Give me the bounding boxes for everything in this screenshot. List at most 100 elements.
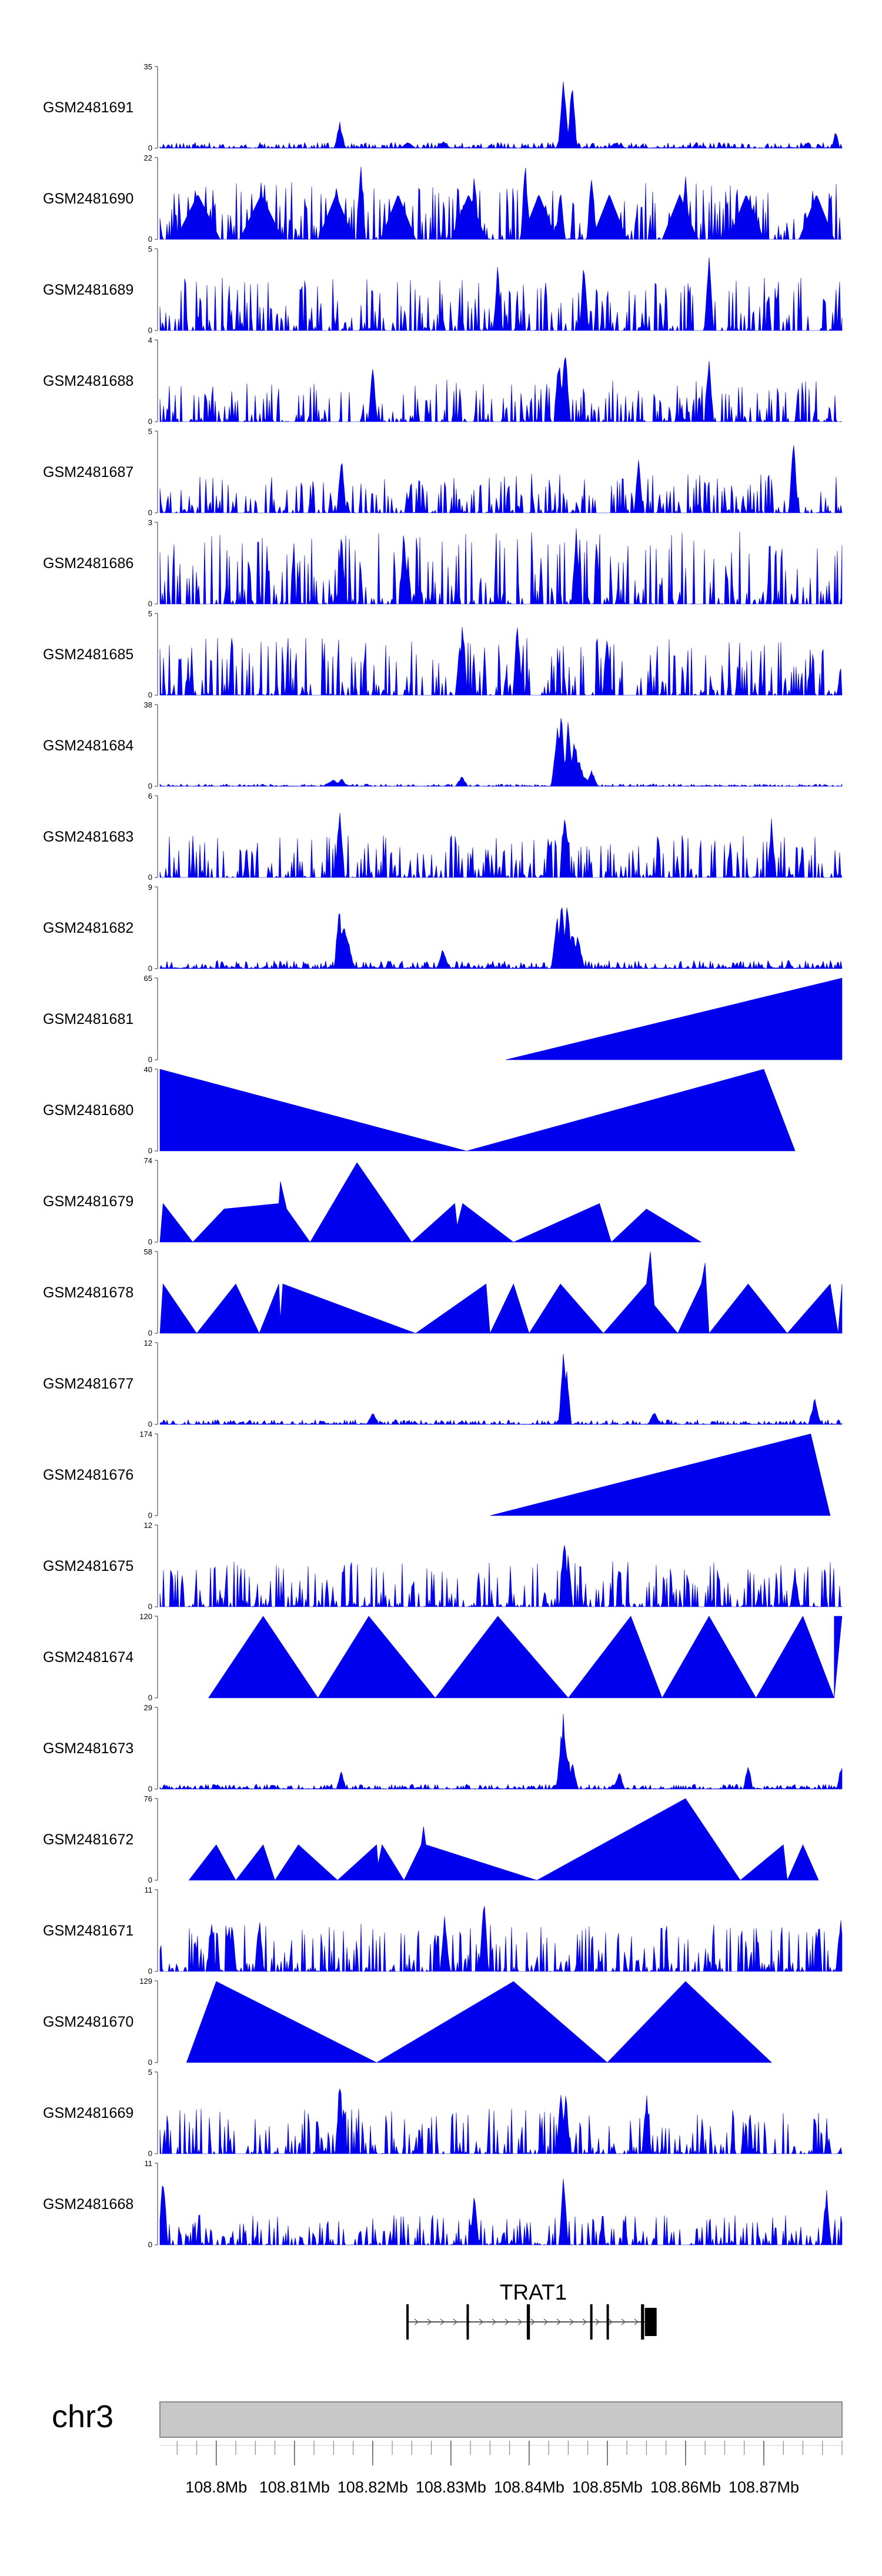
track-GSM2481682: GSM2481682 9 0	[43, 883, 843, 973]
track-label: GSM2481672	[43, 1831, 133, 1848]
exon-block	[406, 2304, 409, 2340]
exon-block	[590, 2304, 593, 2340]
y-min-label: 0	[148, 964, 152, 973]
y-min-label: 0	[148, 1602, 152, 1611]
strand-arrow	[440, 2318, 445, 2325]
y-max-label: 4	[148, 336, 152, 345]
strand-arrow	[595, 2318, 600, 2325]
coverage-signal	[159, 907, 843, 970]
y-min-label: 0	[148, 690, 152, 699]
track-label: GSM2481680	[43, 1102, 133, 1119]
gene-model-trat1: TRAT1	[406, 2280, 657, 2340]
y-min-label: 0	[148, 144, 152, 152]
track-label: GSM2481673	[43, 1740, 133, 1757]
y-max-label: 76	[144, 1794, 152, 1803]
coverage-signal	[505, 977, 843, 1060]
gene-structure	[406, 2304, 657, 2340]
track-GSM2481690: GSM2481690 22 0	[43, 154, 842, 243]
track-GSM2481677: GSM2481677 12 0	[43, 1339, 843, 1429]
strand-arrow	[479, 2318, 484, 2325]
strand-arrow	[634, 2318, 639, 2325]
y-min-label: 0	[148, 873, 152, 882]
track-label: GSM2481671	[43, 1923, 133, 1939]
coverage-signal	[159, 445, 843, 514]
track-GSM2481685: GSM2481685 5 0	[43, 609, 843, 699]
track-GSM2481672: GSM2481672 76 0	[43, 1794, 819, 1884]
coverage-signal	[159, 1354, 843, 1425]
coverage-signal	[159, 356, 843, 423]
chromosome-label: chr3	[52, 2399, 113, 2434]
strand-arrow	[517, 2318, 523, 2325]
track-label: GSM2481676	[43, 1467, 133, 1483]
y-min-label: 0	[148, 417, 152, 426]
y-max-label: 11	[145, 1886, 153, 1894]
coverage-signal	[159, 2178, 843, 2246]
strand-arrow	[608, 2318, 613, 2325]
y-max-label: 3	[148, 518, 152, 527]
track-GSM2481687: GSM2481687 5 0	[43, 427, 843, 517]
track-GSM2481683: GSM2481683 6 0	[43, 792, 843, 882]
track-label: GSM2481683	[43, 829, 133, 845]
track-GSM2481674: GSM2481674 120 0	[43, 1612, 843, 1702]
y-max-label: 35	[144, 62, 152, 71]
axis-tick-label: 108.81Mb	[259, 2478, 330, 2496]
y-max-label: 58	[144, 1247, 152, 1256]
coverage-signal	[159, 528, 843, 605]
track-GSM2481671: GSM2481671 11 0	[43, 1886, 843, 1976]
exon-block	[644, 2308, 657, 2336]
axis-tick-label: 108.86Mb	[650, 2478, 721, 2496]
y-max-label: 5	[148, 427, 152, 436]
track-label: GSM2481670	[43, 2014, 133, 2030]
y-max-label: 129	[139, 1977, 152, 1986]
track-label: GSM2481681	[43, 1011, 133, 1027]
strand-arrow	[569, 2318, 574, 2325]
y-max-label: 9	[148, 883, 152, 892]
strand-arrow	[505, 2318, 510, 2325]
strand-arrow	[453, 2318, 458, 2325]
track-label: GSM2481668	[43, 2196, 133, 2213]
strand-arrow	[492, 2318, 497, 2325]
coverage-signal	[188, 1798, 819, 1881]
exon-block	[466, 2304, 469, 2340]
track-GSM2481675: GSM2481675 12 0	[43, 1521, 843, 1611]
chromosome-axis: chr3 108.8Mb 108.81Mb 108.82Mb 108.83Mb 108.…	[52, 2399, 843, 2496]
coverage-signal	[159, 2088, 843, 2155]
track-GSM2481670: GSM2481670 129 0	[43, 1977, 773, 2067]
coverage-signal	[186, 1981, 773, 2063]
strand-arrow	[427, 2318, 432, 2325]
y-min-label: 0	[148, 508, 152, 517]
y-max-label: 11	[145, 2159, 153, 2168]
exon-block	[641, 2304, 644, 2340]
y-max-label: 12	[144, 1339, 152, 1347]
y-min-label: 0	[148, 1237, 152, 1246]
strand-arrow	[530, 2318, 536, 2325]
coverage-signal	[159, 813, 843, 879]
track-GSM2481673: GSM2481673 29 0	[43, 1703, 843, 1793]
track-label: GSM2481690	[43, 191, 133, 207]
y-min-label: 0	[148, 2149, 152, 2158]
y-max-label: 74	[144, 1156, 152, 1165]
track-GSM2481689: GSM2481689 5 0	[43, 245, 843, 335]
track-GSM2481686: GSM2481686 3 0	[43, 518, 843, 608]
track-label: GSM2481687	[43, 464, 133, 481]
track-label: GSM2481678	[43, 1284, 133, 1301]
track-GSM2481688: GSM2481688 4 0	[43, 336, 843, 426]
axis-tick-label: 108.8Mb	[185, 2478, 247, 2496]
coverage-signal	[159, 1713, 843, 1790]
track-label: GSM2481682	[43, 920, 133, 936]
y-max-label: 22	[144, 154, 152, 162]
y-max-label: 29	[144, 1703, 152, 1712]
coverage-signal	[159, 1251, 843, 1334]
y-min-label: 0	[148, 782, 152, 790]
exon-block	[606, 2304, 609, 2340]
y-min-label: 0	[148, 1420, 152, 1429]
y-min-label: 0	[148, 2058, 152, 2067]
y-max-label: 40	[144, 1065, 152, 1074]
track-label: GSM2481686	[43, 555, 133, 572]
track-label: GSM2481688	[43, 373, 133, 389]
y-max-label: 5	[148, 609, 152, 618]
y-min-label: 0	[148, 599, 152, 608]
coverage-signal	[159, 1906, 843, 1973]
axis-tick-label: 108.85Mb	[572, 2478, 643, 2496]
